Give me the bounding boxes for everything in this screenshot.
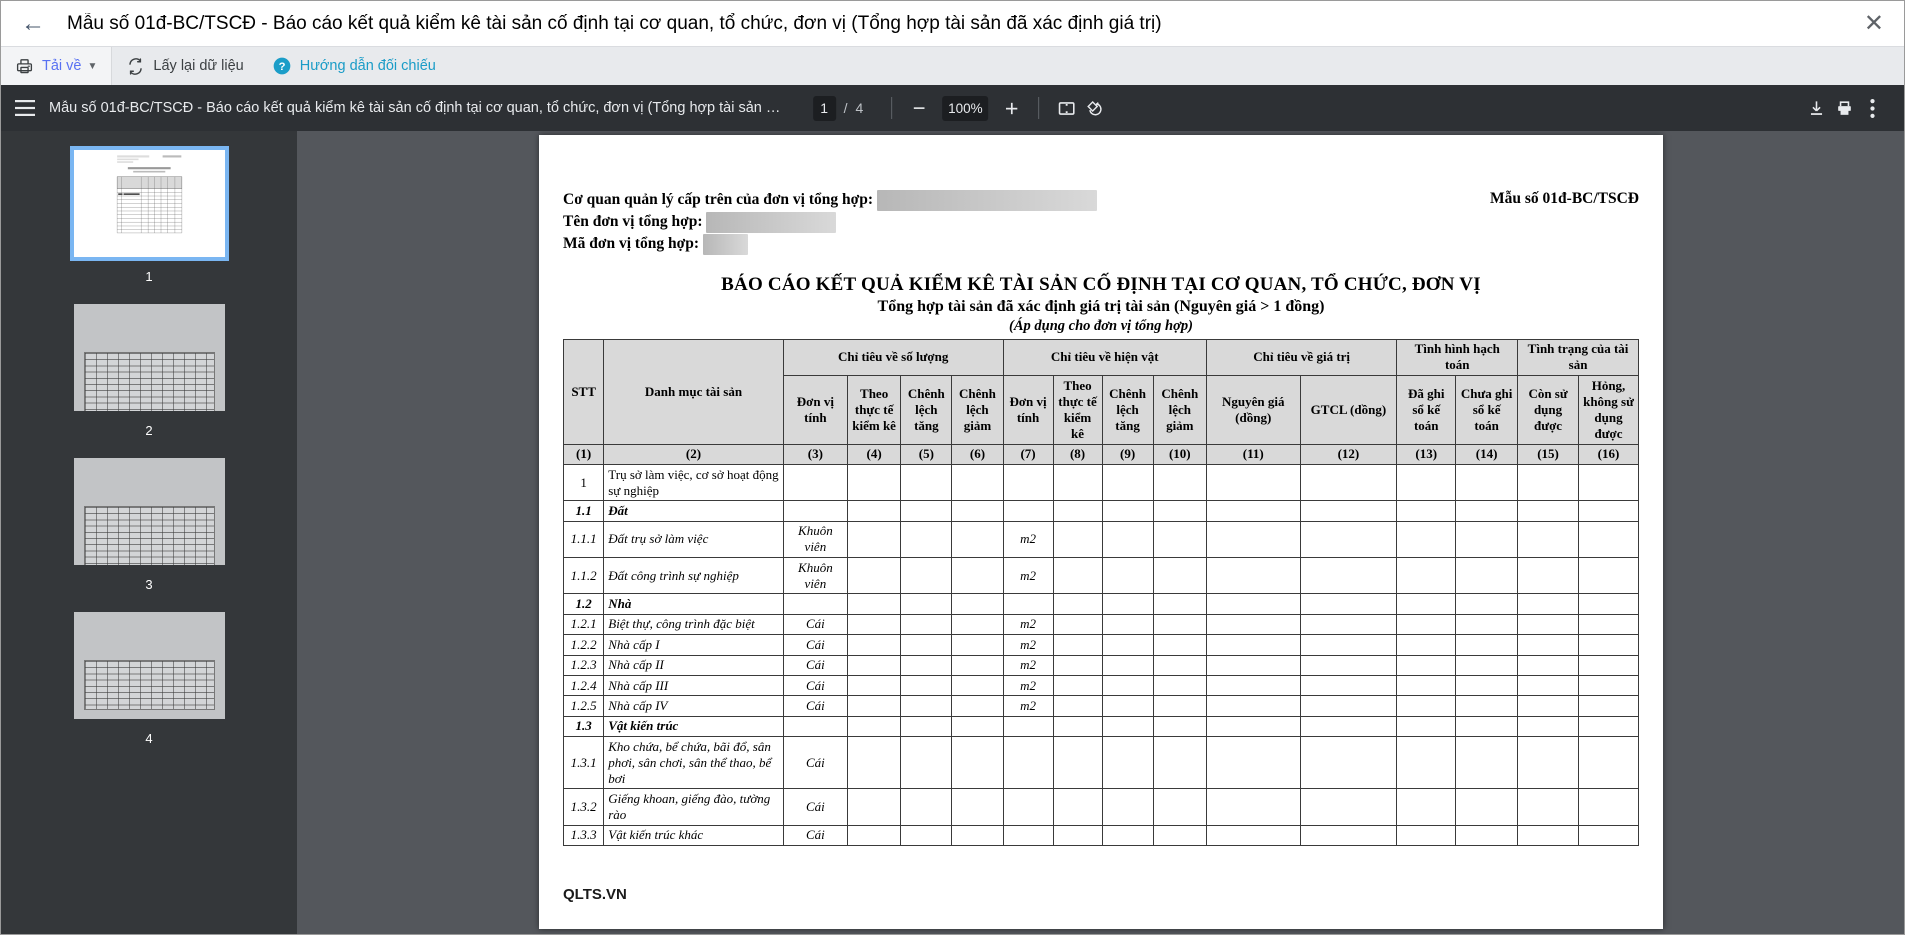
svg-text:?: ? — [278, 61, 285, 73]
